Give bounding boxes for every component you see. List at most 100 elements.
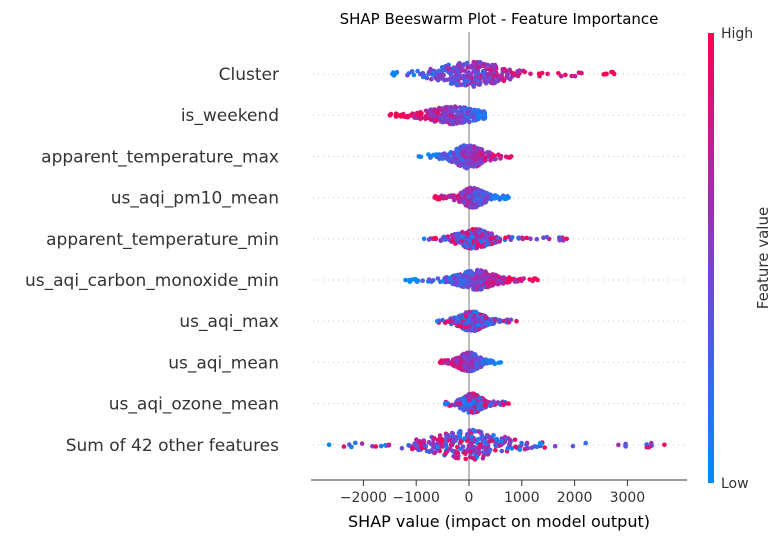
shap-point	[492, 317, 498, 323]
shap-point	[477, 270, 483, 276]
shap-point	[511, 71, 517, 76]
shap-point	[480, 68, 486, 74]
shap-point	[465, 310, 471, 315]
shap-point	[467, 428, 473, 433]
shap-point	[449, 232, 455, 238]
shap-point	[468, 269, 474, 275]
shap-point	[490, 193, 495, 199]
shap-point	[421, 236, 427, 242]
shap-point	[464, 60, 470, 66]
shap-point	[479, 405, 485, 411]
shap-point	[444, 279, 449, 284]
shap-point	[454, 449, 459, 455]
shap-point	[476, 148, 482, 154]
shap-point	[469, 159, 474, 165]
shap-point	[470, 314, 476, 320]
shap-point	[454, 235, 460, 240]
shap-point	[458, 144, 464, 150]
shap-point	[435, 276, 441, 281]
shap-point	[458, 364, 464, 369]
shap-point	[475, 78, 480, 83]
shap-point	[456, 323, 461, 329]
shap-point	[482, 440, 488, 445]
shap-point	[488, 401, 494, 407]
shap-point	[487, 434, 492, 440]
shap-point	[411, 72, 417, 78]
x-tick-label: 1000	[504, 490, 540, 506]
shap-point	[457, 162, 463, 167]
shap-point	[386, 443, 392, 448]
shap-point	[473, 163, 478, 168]
feature-row-lines	[313, 73, 686, 446]
shap-point	[470, 227, 475, 232]
feature-label: us_aqi_mean	[168, 353, 279, 373]
shap-point	[490, 360, 496, 366]
shap-point	[452, 362, 458, 368]
shap-point	[492, 156, 498, 162]
shap-point	[453, 281, 459, 286]
shap-point	[435, 111, 441, 116]
shap-point	[445, 361, 450, 366]
shap-point	[456, 239, 461, 245]
shap-point	[475, 401, 481, 407]
shap-point	[450, 238, 455, 243]
shap-point	[498, 360, 504, 365]
shap-point	[506, 195, 511, 200]
shap-point	[440, 237, 445, 242]
shap-point	[470, 82, 476, 88]
shap-point	[480, 272, 486, 278]
shap-point	[462, 436, 467, 441]
shap-point	[459, 113, 465, 119]
shap-point	[471, 205, 476, 210]
shap-point	[426, 237, 432, 242]
shap-point	[450, 448, 455, 454]
shap-point	[460, 229, 465, 235]
shap-point	[507, 76, 513, 82]
feature-label: us_aqi_max	[179, 312, 279, 332]
shap-point	[453, 455, 458, 461]
shap-point	[463, 270, 468, 275]
shap-point	[460, 234, 466, 240]
shap-point	[441, 73, 446, 78]
x-tick-label: −1000	[393, 490, 440, 506]
shap-point	[461, 73, 467, 79]
shap-point	[493, 78, 499, 84]
shap-point	[499, 448, 505, 454]
shap-point	[528, 71, 533, 77]
shap-point	[448, 193, 454, 198]
shap-point	[493, 447, 498, 453]
shap-point	[521, 276, 526, 281]
shap-point	[472, 197, 477, 202]
shap-point	[500, 276, 506, 282]
shap-point	[419, 111, 424, 116]
shap-point	[370, 444, 375, 449]
shap-point	[515, 69, 520, 74]
shap-point	[466, 239, 472, 245]
shap-point	[402, 114, 408, 119]
shap-point	[464, 231, 470, 236]
shap-point	[508, 317, 514, 323]
shap-point	[644, 445, 649, 450]
shap-point	[484, 275, 490, 280]
shap-point	[445, 234, 451, 239]
shap-point	[520, 236, 526, 242]
shap-point	[341, 444, 347, 449]
shap-point	[432, 450, 438, 456]
shap-point	[479, 110, 484, 115]
shap-point	[455, 196, 461, 201]
shap-point	[405, 73, 410, 78]
shap-point	[611, 71, 617, 77]
shap-point	[444, 434, 449, 439]
chart-title: SHAP Beeswarm Plot - Feature Importance	[340, 10, 659, 28]
shap-point	[444, 77, 449, 83]
x-tick-label: −2000	[340, 490, 387, 506]
shap-point	[493, 442, 498, 447]
shap-point	[444, 156, 449, 161]
shap-point	[456, 231, 462, 237]
shap-point	[513, 444, 518, 450]
shap-point	[579, 70, 584, 76]
shap-point	[424, 448, 430, 454]
shap-point	[418, 116, 423, 121]
shap-point	[451, 438, 456, 443]
shap-point	[482, 235, 488, 240]
